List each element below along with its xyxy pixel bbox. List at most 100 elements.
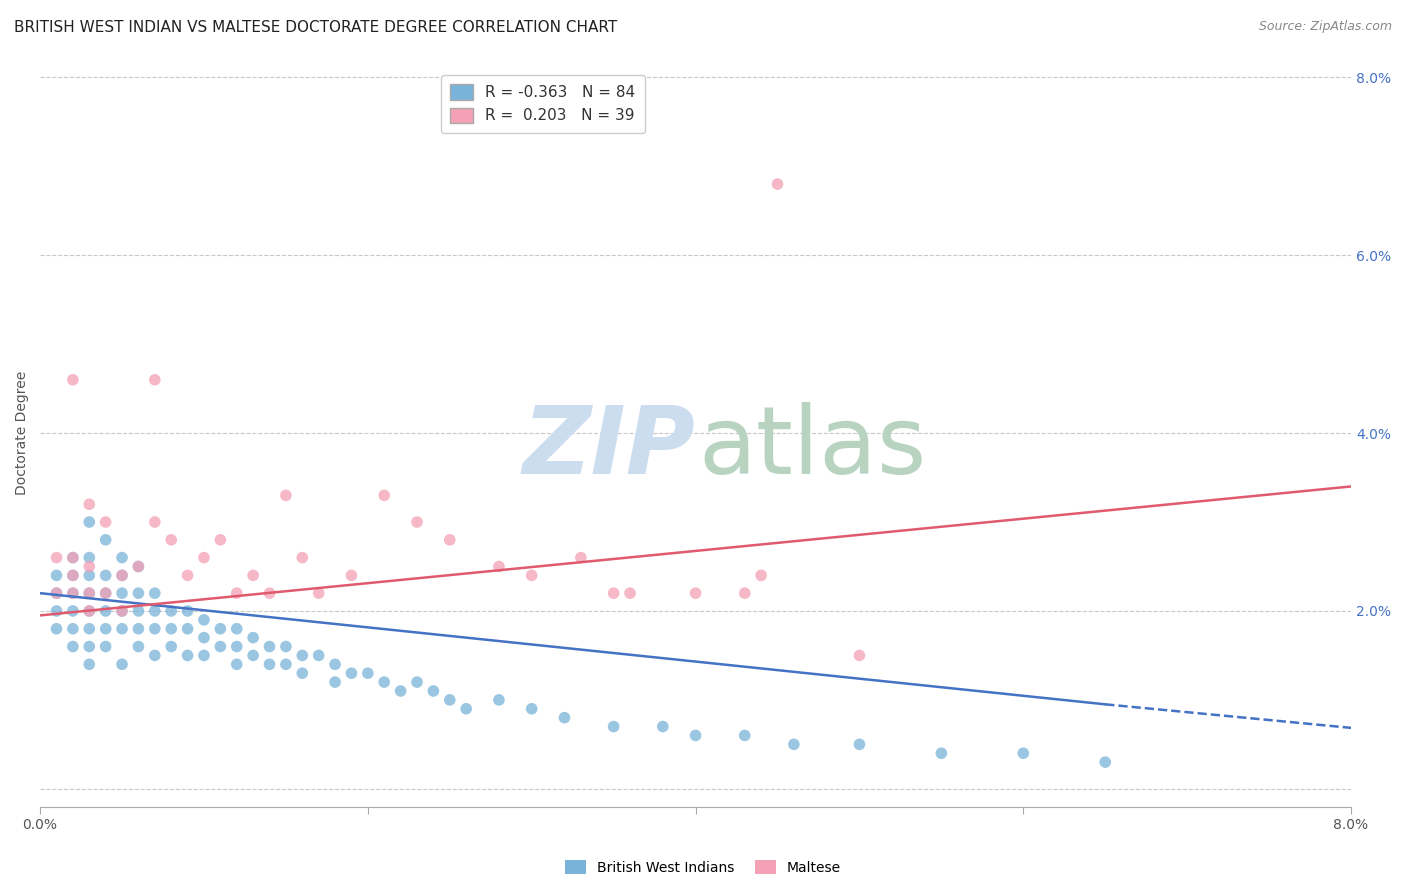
Point: [127, 604, 149, 618]
Point: [488, 559, 510, 574]
Legend: R = -0.363   N = 84, R =  0.203   N = 39: R = -0.363 N = 84, R = 0.203 N = 39: [441, 75, 644, 133]
Point: [274, 640, 297, 654]
Point: [94, 604, 117, 618]
Point: [111, 568, 134, 582]
Point: [340, 568, 363, 582]
Point: [77, 586, 100, 600]
Point: [783, 737, 806, 751]
Point: [111, 622, 134, 636]
Point: [127, 622, 149, 636]
Point: [766, 177, 789, 191]
Point: [308, 648, 330, 663]
Point: [242, 568, 264, 582]
Point: [848, 737, 870, 751]
Point: [143, 373, 166, 387]
Point: [1012, 746, 1035, 760]
Point: [94, 586, 117, 600]
Point: [45, 622, 67, 636]
Point: [94, 568, 117, 582]
Point: [242, 631, 264, 645]
Point: [111, 550, 134, 565]
Point: [734, 586, 756, 600]
Point: [291, 666, 314, 681]
Point: [160, 622, 183, 636]
Point: [62, 640, 84, 654]
Point: [94, 586, 117, 600]
Point: [62, 550, 84, 565]
Point: [160, 604, 183, 618]
Point: [111, 657, 134, 672]
Point: [77, 622, 100, 636]
Point: [193, 613, 215, 627]
Point: [225, 640, 247, 654]
Point: [45, 550, 67, 565]
Point: [931, 746, 953, 760]
Point: [734, 728, 756, 742]
Point: [209, 533, 232, 547]
Point: [94, 533, 117, 547]
Point: [143, 515, 166, 529]
Point: [176, 622, 198, 636]
Point: [848, 648, 870, 663]
Point: [193, 631, 215, 645]
Point: [291, 550, 314, 565]
Point: [160, 533, 183, 547]
Point: [160, 640, 183, 654]
Point: [143, 586, 166, 600]
Text: atlas: atlas: [699, 402, 927, 494]
Point: [456, 702, 478, 716]
Point: [127, 559, 149, 574]
Point: [439, 693, 461, 707]
Text: BRITISH WEST INDIAN VS MALTESE DOCTORATE DEGREE CORRELATION CHART: BRITISH WEST INDIAN VS MALTESE DOCTORATE…: [14, 20, 617, 35]
Point: [274, 488, 297, 502]
Point: [77, 497, 100, 511]
Point: [1094, 755, 1116, 769]
Point: [259, 640, 281, 654]
Point: [111, 568, 134, 582]
Y-axis label: Doctorate Degree: Doctorate Degree: [15, 371, 30, 495]
Point: [62, 586, 84, 600]
Point: [77, 568, 100, 582]
Point: [553, 711, 575, 725]
Point: [62, 622, 84, 636]
Legend: British West Indians, Maltese: British West Indians, Maltese: [560, 855, 846, 880]
Point: [406, 675, 429, 690]
Point: [62, 373, 84, 387]
Point: [176, 648, 198, 663]
Point: [569, 550, 592, 565]
Point: [225, 622, 247, 636]
Point: [439, 533, 461, 547]
Point: [520, 568, 543, 582]
Point: [291, 648, 314, 663]
Point: [62, 568, 84, 582]
Point: [45, 586, 67, 600]
Point: [259, 657, 281, 672]
Point: [389, 684, 412, 698]
Point: [340, 666, 363, 681]
Point: [45, 586, 67, 600]
Point: [488, 693, 510, 707]
Point: [357, 666, 380, 681]
Point: [77, 550, 100, 565]
Point: [422, 684, 444, 698]
Point: [77, 604, 100, 618]
Point: [308, 586, 330, 600]
Point: [176, 568, 198, 582]
Point: [77, 657, 100, 672]
Point: [602, 586, 624, 600]
Point: [373, 675, 395, 690]
Point: [406, 515, 429, 529]
Point: [77, 559, 100, 574]
Point: [62, 568, 84, 582]
Point: [127, 559, 149, 574]
Point: [274, 657, 297, 672]
Point: [62, 550, 84, 565]
Point: [62, 604, 84, 618]
Point: [94, 515, 117, 529]
Point: [111, 586, 134, 600]
Point: [143, 622, 166, 636]
Point: [77, 586, 100, 600]
Point: [602, 720, 624, 734]
Point: [62, 586, 84, 600]
Point: [242, 648, 264, 663]
